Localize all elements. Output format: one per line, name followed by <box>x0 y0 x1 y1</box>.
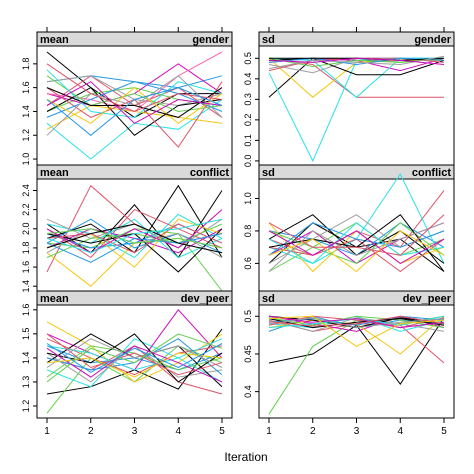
y-tick-label: 1.6 <box>21 304 31 317</box>
y-tick-label: 1.4 <box>21 352 31 365</box>
strip-stat-label: mean <box>40 167 69 179</box>
x-tick-label: 3 <box>354 426 360 437</box>
strip-stat-label: mean <box>40 293 69 305</box>
series-line <box>46 321 223 383</box>
series-line <box>46 223 223 254</box>
strip-stat-label: mean <box>40 34 69 46</box>
y-tick-label: 0.0 <box>243 155 253 168</box>
y-tick-label: 0.3 <box>243 93 253 106</box>
panel-mean-gender: mean gender 1.0 1.2 1.4 1.6 1.8 <box>21 27 233 166</box>
y-tick-label: 1.6 <box>21 261 31 274</box>
y-tick-label: 1.0 <box>21 153 31 166</box>
series-line <box>46 86 223 124</box>
series-line <box>268 315 445 329</box>
y-tick-label: 0.45 <box>243 345 253 363</box>
series-line <box>46 51 222 118</box>
series-line <box>46 333 223 376</box>
panel-mean-conflict: mean conflict 1.4 1.6 1.8 2.0 2.2 2.4 <box>21 164 233 293</box>
y-tick-label: 2.2 <box>21 203 31 216</box>
y-tick-label: 0.4 <box>243 385 253 398</box>
x-tick-label: 1 <box>44 426 50 437</box>
series-line <box>268 315 445 347</box>
series-line <box>46 338 223 368</box>
x-tick-label: 5 <box>219 426 225 437</box>
x-tick-label: 4 <box>175 426 181 437</box>
series-line <box>268 57 445 65</box>
series-line <box>46 75 223 113</box>
series-line <box>268 315 445 327</box>
series-line <box>46 343 223 373</box>
y-tick-label: 1.3 <box>21 376 31 389</box>
series-line <box>268 57 445 66</box>
strip-variable-label: gender <box>414 34 451 46</box>
y-tick-label: 0.5 <box>243 52 253 65</box>
y-tick-label: 0.8 <box>243 225 253 238</box>
y-tick-label: 1.4 <box>21 105 31 118</box>
strip-variable-label: dev_peer <box>181 293 230 305</box>
x-tick-label: 5 <box>441 426 447 437</box>
series-line <box>46 218 223 254</box>
series-line <box>268 173 445 264</box>
panel-mean-dev_peer: mean dev_peer 1.2 1.3 1.4 1.5 1.6 1 2 3 4 5 <box>21 290 233 437</box>
strip-stat-label: sd <box>262 34 275 46</box>
panel-sd-conflict: sd conflict 0.6 0.8 1.0 <box>243 164 455 292</box>
y-tick-label: 0.5 <box>243 310 253 323</box>
series-line <box>268 222 445 265</box>
series-line <box>46 223 223 254</box>
series-line <box>268 214 445 256</box>
y-tick-label: 2.0 <box>21 223 31 236</box>
y-tick-label: 1.2 <box>21 129 31 142</box>
series-line <box>268 230 445 264</box>
x-tick-label: 3 <box>132 426 138 437</box>
strip-stat-label: sd <box>262 293 275 305</box>
x-tick-label: 1 <box>266 426 272 437</box>
strip-variable-label: conflict <box>412 167 451 179</box>
series-line <box>46 338 223 371</box>
y-tick-label: 0.6 <box>243 257 253 270</box>
y-tick-label: 1.2 <box>21 400 31 413</box>
y-tick-label: 1.5 <box>21 328 31 341</box>
series-line <box>46 233 223 263</box>
y-tick-label: 1.8 <box>21 58 31 71</box>
series-line <box>268 57 445 76</box>
y-tick-label: 1.8 <box>21 242 31 255</box>
x-tick-label: 4 <box>397 426 403 437</box>
y-tick-label: 1.0 <box>243 192 253 205</box>
series-line <box>46 99 223 160</box>
series-line <box>46 87 223 118</box>
series-line <box>46 63 223 113</box>
y-tick-label: 2.4 <box>21 184 31 197</box>
y-tick-label: 1.6 <box>21 81 31 94</box>
panel-sd-gender: sd gender 0.0 0.1 0.2 0.3 0.4 0.5 <box>243 27 455 168</box>
series-line <box>46 209 223 254</box>
strip-stat-label: sd <box>262 167 275 179</box>
series-line <box>46 69 223 118</box>
series-line <box>46 81 223 118</box>
y-tick-label: 0.4 <box>243 73 253 86</box>
panel-sd-dev_peer: sd dev_peer 0.4 0.45 0.5 1 2 3 4 5 <box>243 290 455 437</box>
y-tick-label: 0.2 <box>243 114 253 127</box>
series-line <box>268 230 445 273</box>
series-line <box>46 345 223 383</box>
strip-variable-label: gender <box>192 34 229 46</box>
series-line <box>46 228 223 249</box>
series-line <box>46 81 223 124</box>
y-tick-label: 1.4 <box>21 280 31 293</box>
series-line <box>268 57 445 68</box>
series-line <box>46 87 223 136</box>
x-tick-label: 2 <box>310 426 316 437</box>
strip-variable-label: conflict <box>190 167 229 179</box>
y-tick-label: 0.1 <box>243 134 253 147</box>
series-line <box>46 333 223 383</box>
x-axis-label: Iteration <box>224 450 267 464</box>
strip-variable-label: dev_peer <box>403 293 452 305</box>
x-tick-label: 2 <box>88 426 94 437</box>
